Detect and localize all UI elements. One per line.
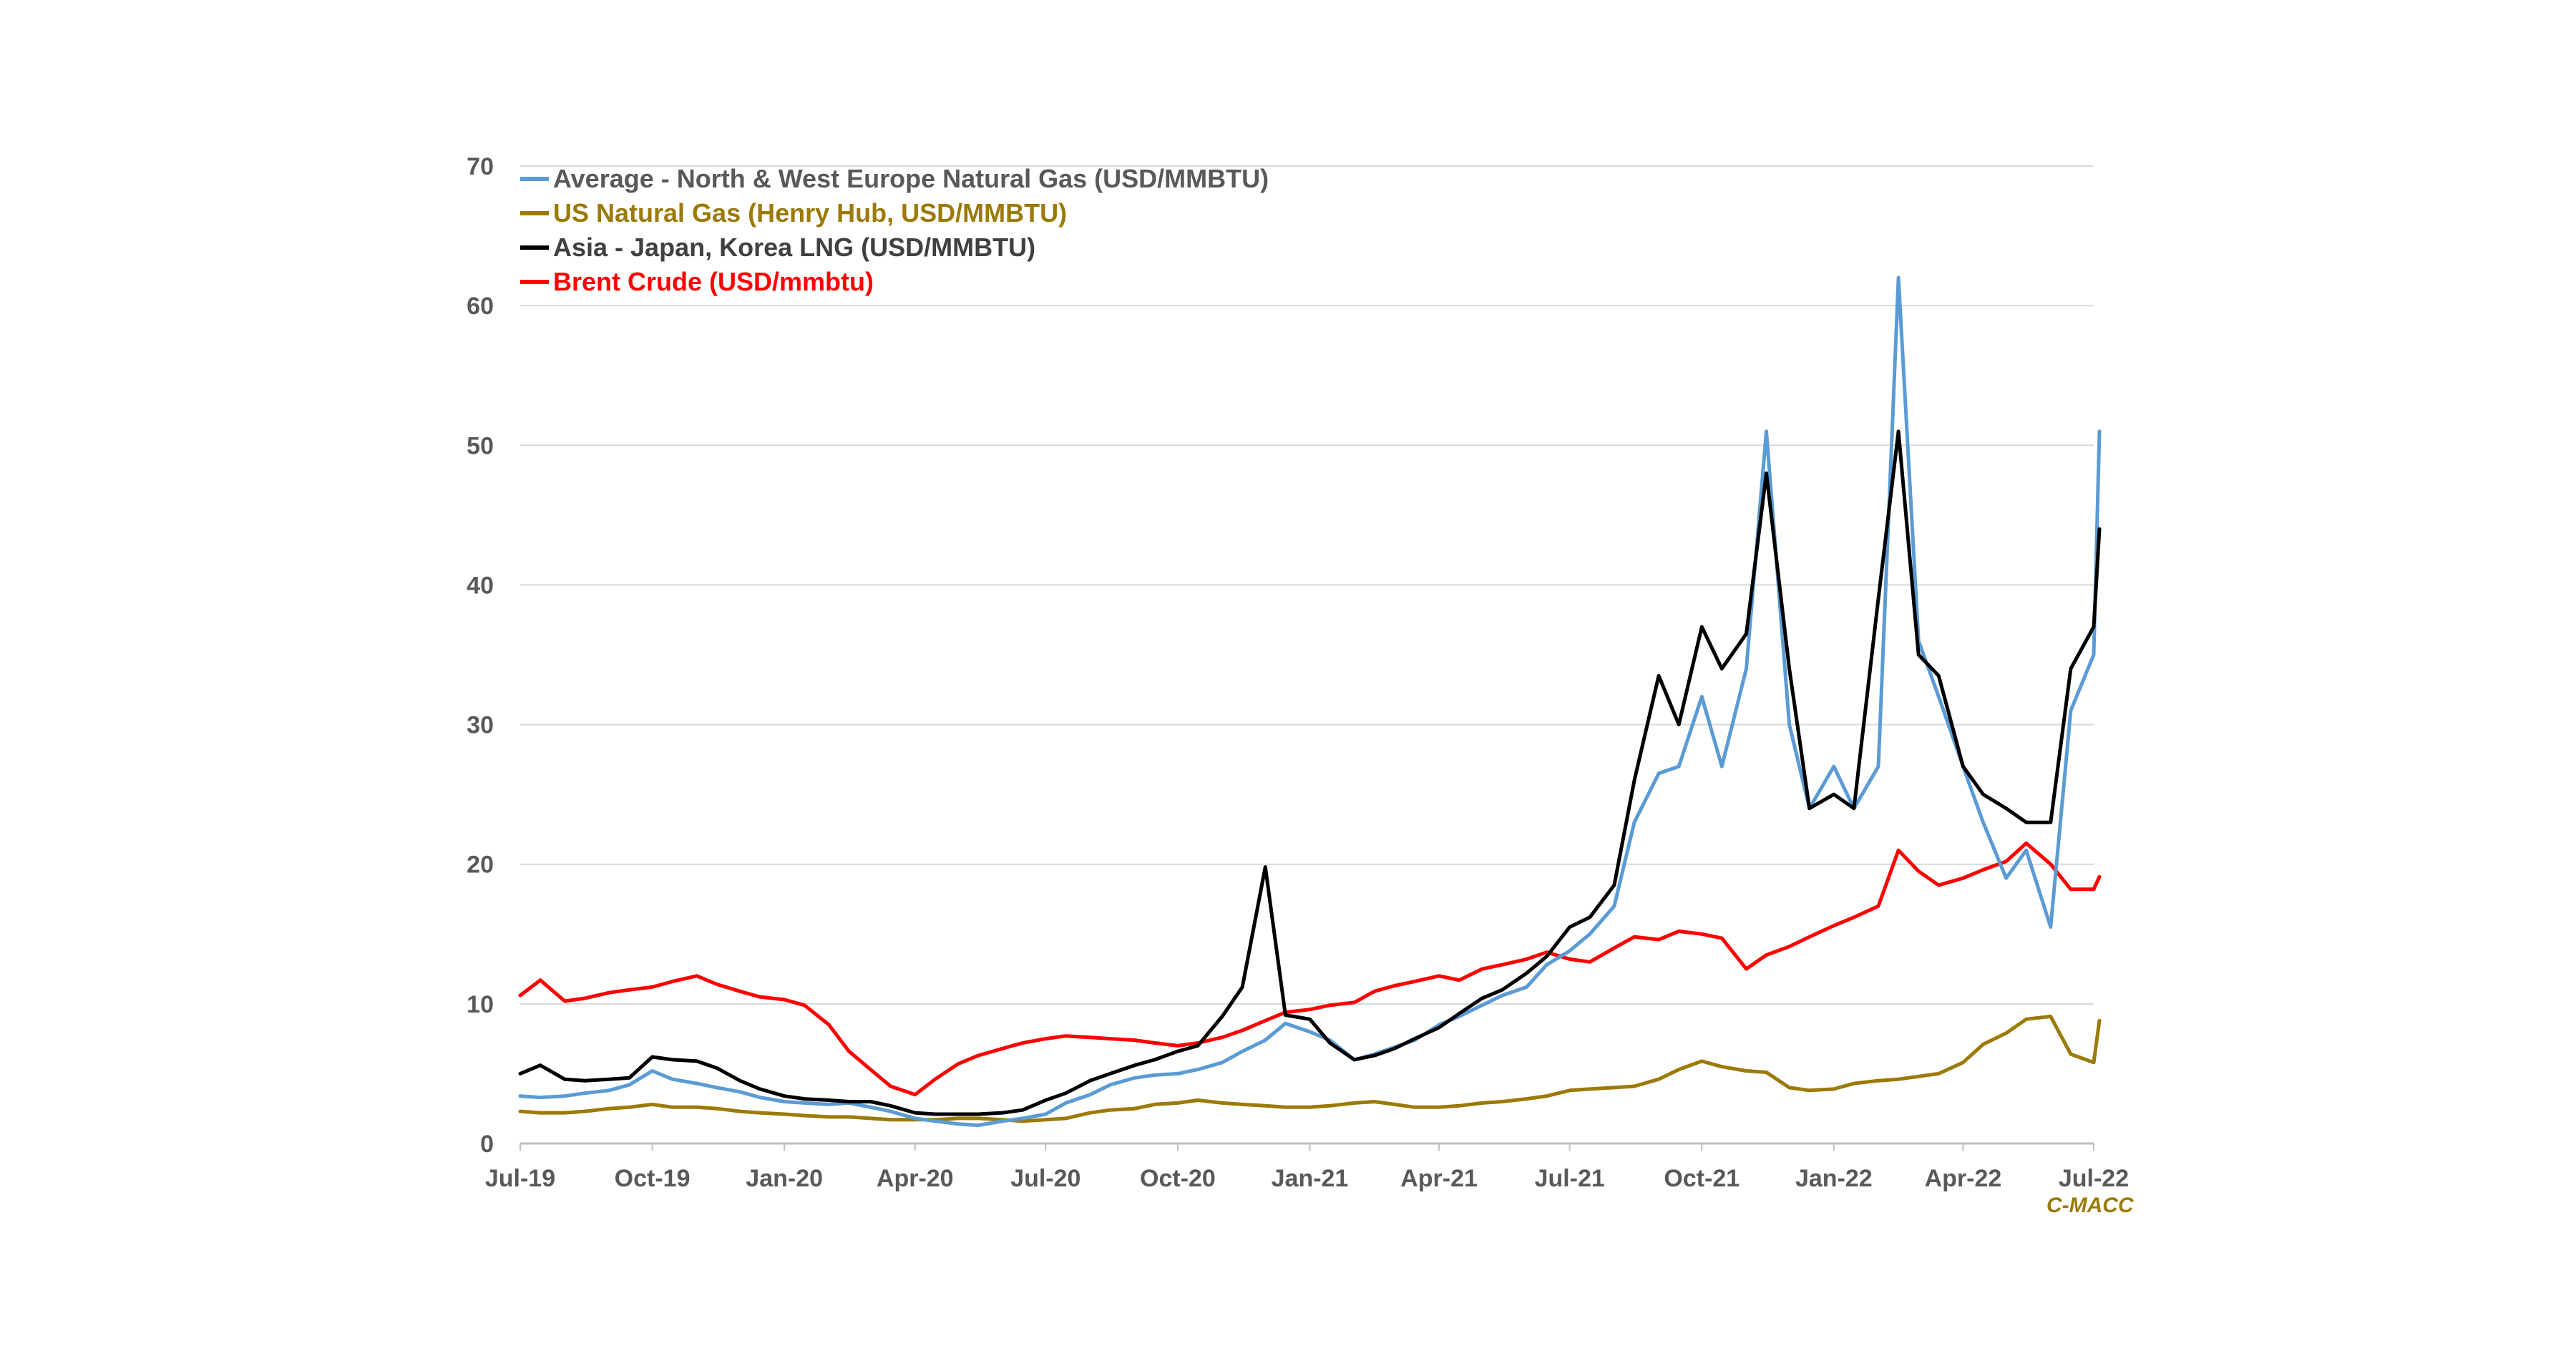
- gridlines: [520, 165, 2094, 1145]
- series-line-2: [518, 1014, 2102, 1123]
- x-tick-label: Apr-22: [1925, 1165, 2002, 1192]
- x-tick-label: Jan-22: [1795, 1165, 1873, 1192]
- y-tick-label: 0: [480, 1131, 494, 1158]
- y-tick-label: 70: [467, 153, 494, 180]
- y-tick-label: 20: [467, 852, 494, 879]
- x-tick-label: Oct-19: [615, 1165, 691, 1192]
- series-line-1: [518, 275, 2102, 1128]
- legend-label: Brent Crude (USD/mmbtu): [553, 267, 874, 296]
- x-tick-label: Jul-20: [1010, 1165, 1080, 1192]
- y-tick-label: 40: [467, 572, 494, 599]
- x-tick-label: Jan-21: [1272, 1165, 1349, 1192]
- source-label: C-MACC: [2046, 1194, 2134, 1217]
- x-tick-label: Apr-21: [1400, 1165, 1478, 1192]
- x-tick-label: Jan-20: [746, 1165, 823, 1192]
- x-tick-label: Jul-21: [1535, 1165, 1605, 1192]
- x-tick-label: Oct-20: [1140, 1165, 1216, 1192]
- y-tick-label: 60: [467, 293, 494, 320]
- x-tick-label: Apr-20: [877, 1165, 954, 1192]
- x-tick-label: Oct-21: [1664, 1165, 1740, 1192]
- series-lines: [518, 275, 2102, 1128]
- series-line-4: [518, 841, 2102, 1097]
- y-axis-ticks: 0 10 20 30 40 50 60 70: [467, 153, 494, 1158]
- series-line-3: [518, 429, 2102, 1116]
- legend-label: US Natural Gas (Henry Hub, USD/MMBTU): [553, 198, 1067, 228]
- x-axis-ticks: Jul-19 Oct-19 Jan-20 Apr-20 Jul-20 Oct-20 Jan-…: [485, 1143, 2129, 1192]
- y-tick-label: 30: [467, 712, 494, 739]
- legend-label: Asia - Japan, Korea LNG (USD/MMBTU): [553, 233, 1035, 262]
- legend: Average - North & West Europe Natural Ga…: [520, 164, 1269, 296]
- legend-label: Average - North & West Europe Natural Ga…: [553, 164, 1269, 193]
- y-tick-label: 10: [467, 991, 494, 1018]
- x-tick-label: Jul-22: [2059, 1165, 2129, 1192]
- x-tick-label: Jul-19: [485, 1165, 555, 1192]
- y-tick-label: 50: [467, 432, 494, 459]
